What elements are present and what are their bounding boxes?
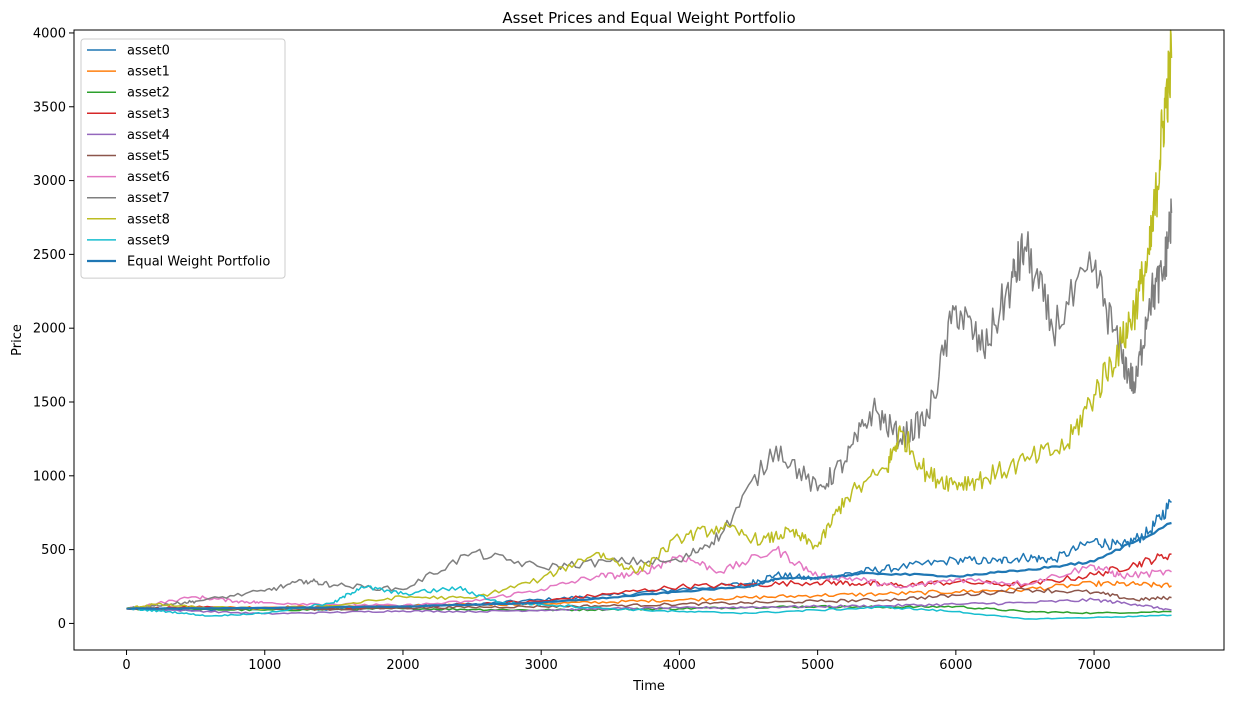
- series-line-asset4: [126, 597, 1172, 615]
- legend-label: asset9: [127, 233, 170, 248]
- y-tick-label: 3500: [33, 100, 66, 115]
- axes-layer: 0 1000 2000 3000 4000 5000 6000 7000 0 500 1000 150…: [33, 26, 1225, 673]
- series-line-asset2: [126, 604, 1172, 615]
- legend-label: asset2: [127, 86, 170, 101]
- y-tick-label: 500: [41, 543, 66, 558]
- y-axis-label: Price: [10, 324, 25, 356]
- y-tick-label: 1000: [33, 469, 66, 484]
- series-line-asset9: [126, 585, 1172, 620]
- legend-label: asset3: [127, 107, 170, 122]
- plot-frame: [73, 29, 1225, 651]
- legend-label: asset6: [127, 170, 170, 185]
- series-layer: [126, 29, 1173, 620]
- x-axis-label: Time: [632, 679, 665, 694]
- legend-label: Equal Weight Portfolio: [127, 255, 270, 270]
- chart-title: Asset Prices and Equal Weight Portfolio: [502, 9, 795, 27]
- legend-label: asset7: [127, 191, 170, 206]
- y-tick-label: 3000: [33, 174, 66, 189]
- legend: asset0 asset1 asset2 asset3 asset4 asset5 asse…: [80, 38, 286, 279]
- y-tick-label: 4000: [33, 26, 66, 41]
- series-line-equal-weight-portfolio: [126, 521, 1172, 610]
- x-tick-label: 4000: [663, 658, 696, 673]
- x-tick-label: 1000: [248, 658, 281, 673]
- y-tick-label: 0: [58, 617, 66, 632]
- x-tick-label: 7000: [1078, 658, 1111, 673]
- legend-label: asset0: [127, 44, 170, 59]
- legend-label: asset4: [127, 128, 170, 143]
- y-tick-label: 2500: [33, 248, 66, 263]
- series-line-asset7: [126, 198, 1173, 610]
- series-line-asset8: [126, 29, 1173, 611]
- x-tick-label: 3000: [525, 658, 558, 673]
- y-tick-label: 1500: [33, 396, 66, 411]
- x-tick-label: 6000: [939, 658, 972, 673]
- legend-box: [80, 38, 286, 279]
- x-tick-label: 0: [122, 658, 130, 673]
- y-tick-label: 2000: [33, 322, 66, 337]
- series-line-asset6: [126, 545, 1172, 610]
- legend-label: asset5: [127, 149, 170, 164]
- x-tick-label: 5000: [801, 658, 834, 673]
- legend-label: asset1: [127, 65, 170, 80]
- x-tick-label: 2000: [386, 658, 419, 673]
- legend-label: asset8: [127, 212, 170, 227]
